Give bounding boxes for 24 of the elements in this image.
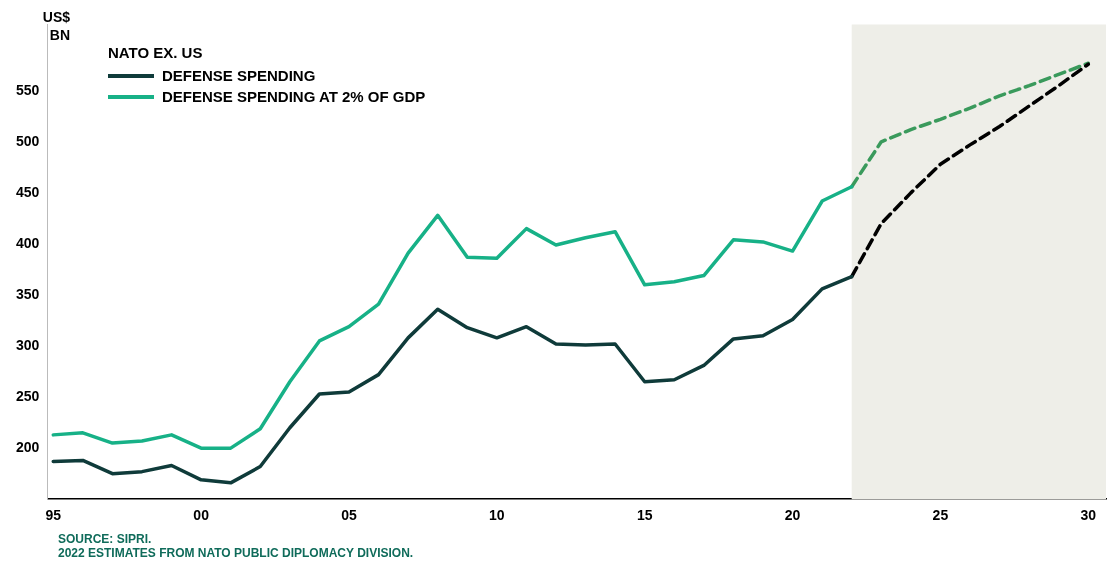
x-tick-label: 00 xyxy=(193,507,210,524)
x-tick-label: 30 xyxy=(1080,507,1097,524)
y-tick-label: 450 xyxy=(16,183,40,200)
y-tick-label: 550 xyxy=(16,81,40,98)
y-tick-label: 200 xyxy=(16,439,40,456)
y-tick-label: 300 xyxy=(16,336,40,353)
legend-title: NATO EX. US xyxy=(108,44,204,61)
line-series xyxy=(849,61,1091,189)
x-tick-label: 10 xyxy=(489,507,505,524)
y-tick-label: 250 xyxy=(16,387,40,404)
y-tick-label: 500 xyxy=(16,132,40,149)
line-series xyxy=(849,62,1091,279)
x-tick-label: 05 xyxy=(341,507,357,524)
y-tick-label: 400 xyxy=(16,234,40,251)
x-tick-label: 15 xyxy=(636,507,653,524)
x-tick-label: 95 xyxy=(45,507,62,524)
text: 2022 ESTIMATES FROM NATO PUBLIC DIPLOMACY DIVISION. xyxy=(58,546,415,560)
x-tick-label: 25 xyxy=(932,507,949,524)
legend-label: DEFENSE SPENDING xyxy=(162,67,316,84)
source-note: SOURCE: SIPRI. xyxy=(58,532,153,546)
x-tick-label: 20 xyxy=(784,507,801,524)
y-tick-label: 350 xyxy=(16,285,40,302)
y-axis-title: US$ BN xyxy=(41,8,70,44)
legend-label: DEFENSE SPENDING AT 2% OF GDP xyxy=(162,88,426,105)
